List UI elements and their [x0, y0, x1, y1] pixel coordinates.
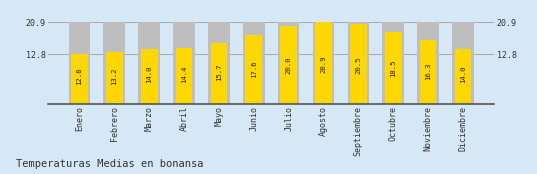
Text: 13.2: 13.2 — [111, 67, 117, 85]
Bar — [208, 22, 230, 104]
Bar — [106, 52, 122, 104]
Text: 17.6: 17.6 — [251, 61, 257, 78]
Text: 15.7: 15.7 — [216, 63, 222, 81]
Bar — [455, 49, 471, 104]
Bar — [280, 26, 297, 104]
Text: 20.0: 20.0 — [286, 57, 292, 74]
Text: 14.0: 14.0 — [460, 66, 466, 84]
Bar — [245, 35, 262, 104]
Text: 20.5: 20.5 — [355, 56, 361, 74]
Text: 14.4: 14.4 — [181, 65, 187, 83]
Bar — [347, 22, 369, 104]
Bar — [141, 49, 157, 104]
Text: 12.8: 12.8 — [76, 68, 82, 85]
Bar — [139, 22, 160, 104]
Bar — [350, 24, 367, 104]
Bar — [104, 22, 125, 104]
Text: Temperaturas Medias en bonansa: Temperaturas Medias en bonansa — [16, 159, 204, 169]
Bar — [382, 22, 404, 104]
Bar — [452, 22, 474, 104]
Text: 14.0: 14.0 — [146, 66, 152, 84]
Bar — [278, 22, 300, 104]
Bar — [243, 22, 265, 104]
Bar — [71, 54, 88, 104]
Bar — [211, 43, 227, 104]
Bar — [385, 32, 402, 104]
Bar — [315, 22, 332, 104]
Bar — [69, 22, 90, 104]
Text: 18.5: 18.5 — [390, 59, 396, 77]
Bar — [417, 22, 439, 104]
Bar — [420, 40, 437, 104]
Bar — [313, 22, 335, 104]
Bar — [176, 48, 192, 104]
Bar — [173, 22, 195, 104]
Text: 16.3: 16.3 — [425, 62, 431, 80]
Text: 20.9: 20.9 — [321, 56, 326, 73]
